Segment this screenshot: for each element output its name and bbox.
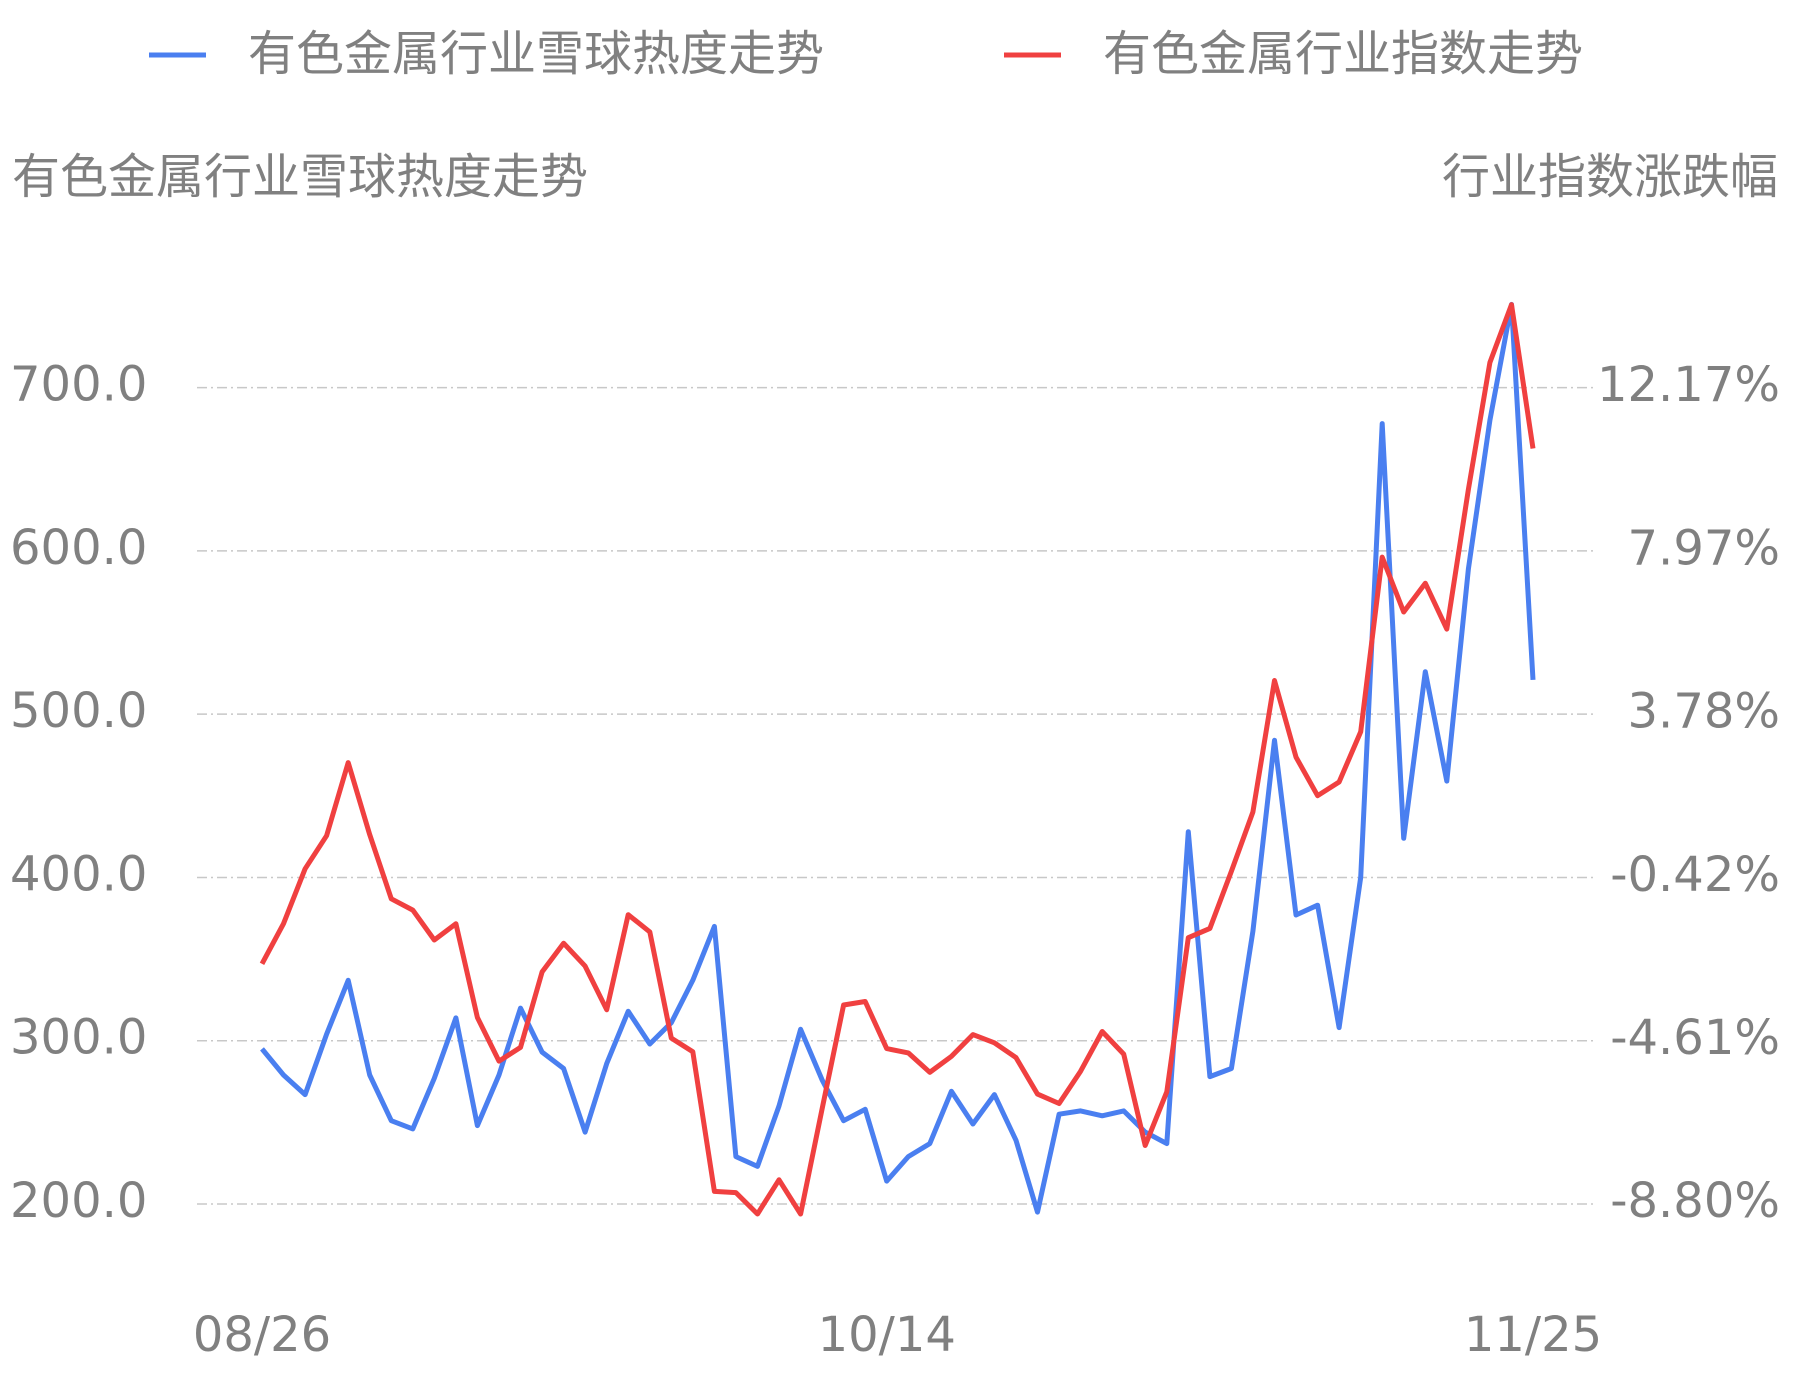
y-tick-label: 400.0 (10, 846, 147, 902)
y-tick-label: 300.0 (10, 1010, 147, 1066)
y-tick-label: 600.0 (10, 520, 147, 576)
x-tick-label: 11/25 (1464, 1307, 1602, 1363)
y2-axis-title: 行业指数涨跌幅 (1442, 149, 1778, 205)
y-tick-label: 200.0 (10, 1173, 147, 1229)
y-tick-label: 500.0 (10, 683, 147, 739)
x-tick-label: 08/26 (193, 1307, 331, 1363)
y2-tick-label: 12.17% (1597, 357, 1780, 413)
series-line (260, 301, 1536, 1215)
y2-tick-label: -0.42% (1610, 847, 1780, 903)
y2-tick-label: -8.80% (1610, 1173, 1780, 1229)
y2-tick-label: -4.61% (1610, 1010, 1780, 1066)
x-tick-label: 10/14 (818, 1307, 956, 1363)
series-line (259, 302, 1536, 1217)
legend-label: 有色金属行业指数走势 (1103, 26, 1583, 82)
y-axis-title: 有色金属行业雪球热度走势 (12, 149, 588, 205)
legend-label: 有色金属行业雪球热度走势 (248, 26, 824, 82)
y2-tick-label: 7.97% (1628, 520, 1780, 576)
y2-tick-label: 3.78% (1628, 683, 1780, 739)
y-tick-label: 700.0 (10, 357, 147, 413)
